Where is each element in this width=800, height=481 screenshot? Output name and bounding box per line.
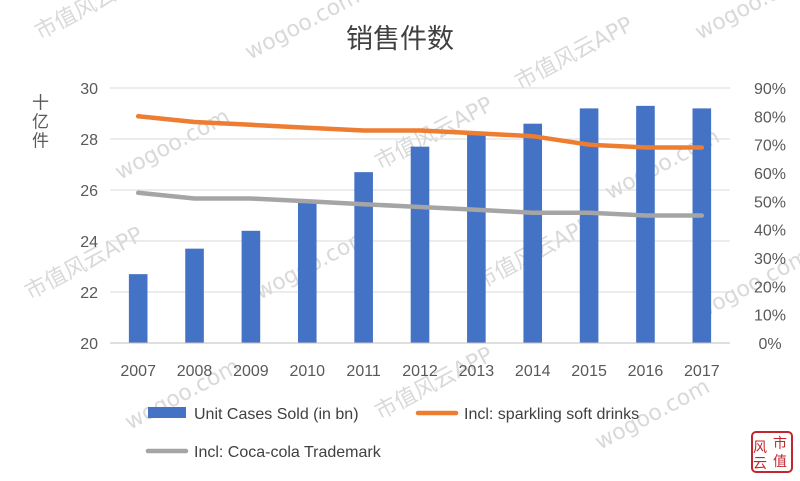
watermark: 市值风云APP wogoo.com 市值风云APPwogoo.comwogoo.co… bbox=[21, 0, 800, 473]
svg-text:市: 市 bbox=[773, 435, 787, 452]
watermark-text: 市值风云APP bbox=[31, 0, 157, 45]
svg-text:值: 值 bbox=[773, 454, 787, 470]
legend-label: Incl: sparkling soft drinks bbox=[464, 406, 639, 423]
x-tick-label: 2011 bbox=[346, 363, 381, 380]
bar-2011 bbox=[354, 172, 373, 343]
y2-tick-label: 70% bbox=[754, 138, 786, 155]
bar-2012 bbox=[410, 146, 430, 343]
x-tick-label: 2017 bbox=[684, 363, 720, 380]
x-tick-label: 2010 bbox=[289, 363, 325, 380]
x-tick-label: 2007 bbox=[120, 363, 156, 380]
bar-2009 bbox=[241, 230, 261, 343]
y2-tick-label: 60% bbox=[754, 166, 786, 183]
bar-2017 bbox=[692, 108, 712, 344]
bar-2014 bbox=[523, 123, 543, 343]
x-tick-label: 2012 bbox=[402, 363, 438, 380]
svg-text:风: 风 bbox=[753, 440, 767, 456]
y2-tick-label: 90% bbox=[754, 81, 786, 98]
y2-tick-label: 40% bbox=[754, 223, 786, 240]
line-series bbox=[135, 114, 705, 218]
legend-label: Incl: Coca-cola Trademark bbox=[194, 444, 382, 461]
y-tick-label: 28 bbox=[80, 132, 98, 149]
legend-label: Unit Cases Sold (in bn) bbox=[194, 406, 359, 423]
bar-2008 bbox=[185, 248, 204, 343]
legend-swatch bbox=[148, 407, 186, 418]
line-sparkling-soft-drinks bbox=[135, 114, 705, 150]
y-tick-label: 24 bbox=[80, 234, 98, 251]
y-tick-label: 20 bbox=[80, 336, 98, 353]
line-coca-cola-trademark bbox=[135, 190, 705, 218]
watermark-text: wogoo.com bbox=[111, 104, 234, 185]
y-tick-label: 30 bbox=[80, 81, 98, 98]
y2-tick-label: 20% bbox=[754, 279, 786, 296]
y-axis-label: 十亿件 bbox=[28, 93, 49, 150]
x-tick-label: 2009 bbox=[233, 363, 269, 380]
watermark-text: wogoo.com bbox=[691, 0, 800, 45]
x-tick-label: 2016 bbox=[628, 363, 664, 380]
x-tick-label: 2015 bbox=[571, 363, 607, 380]
legend: Unit Cases Sold (in bn) Incl: sparkling s… bbox=[145, 406, 639, 461]
bar-2010 bbox=[297, 202, 317, 343]
bar-series bbox=[128, 105, 712, 344]
x-tick-label: 2013 bbox=[459, 363, 495, 380]
axes: 20 22 24 26 28 30 0% 10% 20% 30% 40% 50% 60% 70% 80% 90… bbox=[80, 81, 786, 380]
bar-2013 bbox=[467, 133, 486, 343]
y2-tick-label: 0% bbox=[758, 336, 781, 353]
bar-2015 bbox=[579, 108, 599, 344]
y2-tick-label: 10% bbox=[754, 308, 786, 325]
y-tick-label: 26 bbox=[80, 183, 98, 200]
bar-2016 bbox=[636, 105, 655, 343]
x-tick-label: 2014 bbox=[515, 363, 551, 380]
y2-tick-label: 30% bbox=[754, 251, 786, 268]
y-tick-label: 22 bbox=[80, 285, 98, 302]
svg-text:云: 云 bbox=[753, 456, 767, 472]
x-tick-label: 2008 bbox=[177, 363, 213, 380]
y2-tick-label: 80% bbox=[754, 109, 786, 126]
bar-2007 bbox=[128, 274, 148, 343]
watermark-text: 市值风云APP bbox=[511, 12, 637, 95]
y2-tick-label: 50% bbox=[754, 194, 786, 211]
chart-title: 销售件数 bbox=[346, 24, 454, 55]
